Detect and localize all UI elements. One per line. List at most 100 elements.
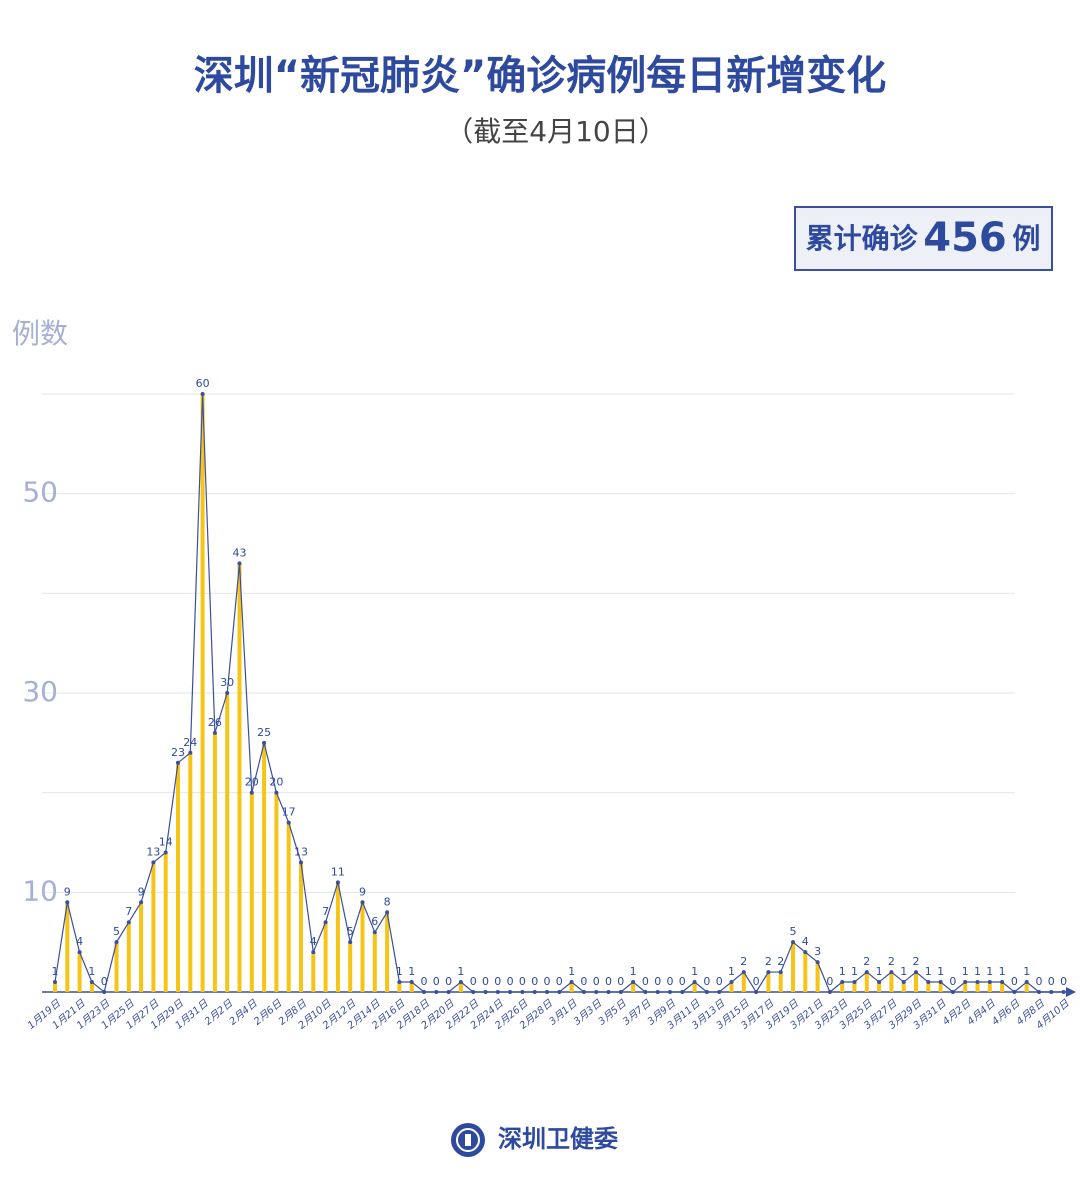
- logo: [451, 1123, 485, 1157]
- point: [532, 990, 537, 994]
- point: [286, 820, 291, 825]
- value-label: 1: [568, 965, 575, 978]
- value-label: 17: [282, 806, 296, 819]
- value-label: 20: [245, 776, 259, 789]
- point: [237, 561, 242, 566]
- bar: [458, 982, 463, 992]
- point: [926, 980, 931, 985]
- bar: [77, 952, 82, 992]
- point: [741, 970, 746, 975]
- value-label: 0: [556, 975, 563, 988]
- total-box: [794, 206, 1053, 271]
- bar: [286, 822, 291, 992]
- value-label: 0: [1048, 975, 1055, 988]
- point: [397, 980, 402, 985]
- point: [963, 980, 968, 985]
- point: [188, 750, 193, 755]
- bar: [975, 982, 980, 992]
- point: [65, 900, 70, 905]
- bar: [914, 972, 918, 992]
- bar: [1000, 982, 1005, 992]
- point: [471, 990, 476, 994]
- point: [151, 860, 156, 865]
- bar: [188, 752, 193, 992]
- point: [249, 790, 254, 795]
- value-label: 9: [138, 885, 145, 898]
- bar: [1024, 982, 1029, 992]
- bar: [815, 962, 820, 992]
- point: [1049, 990, 1054, 994]
- bar: [409, 982, 414, 992]
- point: [581, 990, 586, 994]
- bar: [126, 922, 131, 992]
- bar: [163, 852, 168, 992]
- point: [704, 990, 709, 994]
- bar: [889, 972, 894, 992]
- point: [618, 990, 623, 994]
- bar: [335, 882, 340, 992]
- value-label: 20: [269, 776, 283, 789]
- point: [299, 860, 303, 865]
- total-prefix: 累计确诊: [806, 222, 919, 255]
- point: [200, 392, 205, 396]
- point: [520, 990, 525, 994]
- value-label: 1: [839, 965, 846, 978]
- value-label: 0: [654, 975, 661, 988]
- y-tick-label: 30: [22, 675, 58, 708]
- point: [323, 920, 328, 925]
- bar: [274, 792, 279, 992]
- bar: [200, 394, 205, 992]
- point: [102, 990, 107, 994]
- value-label: 0: [642, 975, 649, 988]
- bar: [938, 982, 943, 992]
- value-label: 0: [1011, 975, 1018, 988]
- bar: [53, 982, 57, 992]
- point: [422, 990, 426, 994]
- point: [163, 850, 168, 855]
- value-label: 1: [1023, 965, 1030, 978]
- point: [975, 980, 980, 985]
- value-label: 0: [421, 975, 428, 988]
- point: [274, 790, 279, 795]
- point: [372, 930, 377, 935]
- point: [385, 910, 390, 915]
- point: [815, 960, 820, 965]
- value-label: 0: [1036, 975, 1043, 988]
- bar: [385, 912, 390, 992]
- bar: [778, 972, 783, 992]
- value-label: 11: [331, 865, 345, 878]
- point: [864, 970, 869, 975]
- value-label: 2: [913, 955, 920, 968]
- value-label: 24: [183, 736, 197, 749]
- value-label: 23: [171, 746, 185, 759]
- value-label: 0: [101, 975, 108, 988]
- value-label: 1: [851, 965, 858, 978]
- bar: [323, 922, 328, 992]
- value-label: 3: [814, 945, 821, 958]
- point: [311, 950, 316, 955]
- point: [606, 990, 611, 994]
- point: [827, 990, 832, 994]
- value-label: 2: [740, 955, 747, 968]
- point: [176, 760, 180, 765]
- point: [225, 691, 230, 695]
- y-axis-label: 例数: [12, 317, 68, 350]
- point: [791, 940, 795, 945]
- value-label: 1: [630, 965, 637, 978]
- value-label: 0: [716, 975, 723, 988]
- point: [877, 980, 882, 985]
- point: [840, 980, 845, 985]
- point: [1024, 980, 1029, 985]
- value-label: 5: [113, 925, 120, 938]
- point: [987, 980, 992, 985]
- bar: [926, 982, 931, 992]
- point: [262, 740, 267, 745]
- value-label: 0: [679, 975, 686, 988]
- value-label: 2: [888, 955, 895, 968]
- total-suffix: 例: [1012, 222, 1040, 255]
- point: [545, 990, 549, 994]
- bar: [729, 982, 734, 992]
- value-label: 0: [949, 975, 956, 988]
- value-label: 0: [1060, 975, 1067, 988]
